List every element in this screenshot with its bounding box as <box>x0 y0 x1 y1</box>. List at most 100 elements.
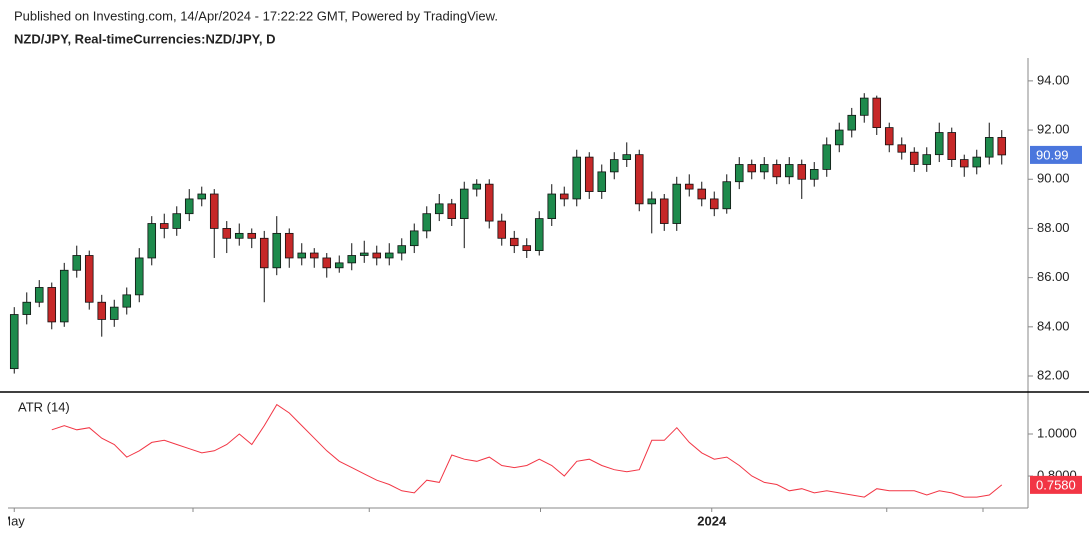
candle-body <box>597 171 607 192</box>
candle-body <box>984 137 994 158</box>
candle-body <box>147 223 157 259</box>
candle-body <box>297 252 307 259</box>
candle-body <box>734 164 744 183</box>
candle-body <box>509 237 519 247</box>
candle-body <box>722 181 732 210</box>
candle-body <box>822 144 832 170</box>
last-value-box <box>1030 145 1082 164</box>
indicator-title: ATR (14) <box>18 399 70 414</box>
y-tick-label: 86.00 <box>1037 269 1070 284</box>
candle-body <box>97 301 107 320</box>
candle-body <box>122 294 132 308</box>
candle-body <box>272 232 282 269</box>
candles <box>9 93 1007 374</box>
candle-body <box>197 193 207 200</box>
y-tick-label: 84.00 <box>1037 318 1070 333</box>
candle-body <box>459 188 469 220</box>
candle-body <box>247 232 257 239</box>
candle-body <box>484 183 494 222</box>
candle-body <box>222 228 232 239</box>
candle-body <box>697 188 707 200</box>
candle-body <box>884 127 894 146</box>
last-value-box <box>1030 475 1082 494</box>
candle-body <box>759 164 769 173</box>
candle-body <box>547 193 557 220</box>
candle-body <box>184 198 194 215</box>
candle-body <box>209 193 219 229</box>
candle-body <box>447 203 457 220</box>
candle-body <box>334 262 344 269</box>
candle-body <box>409 230 419 247</box>
header: Published on Investing.com, 14/Apr/2024 … <box>14 8 498 23</box>
candle-body <box>622 154 632 160</box>
candle-body <box>259 237 269 269</box>
candle-body <box>309 252 319 259</box>
y-tick-label: 88.00 <box>1037 220 1070 235</box>
candle-body <box>859 97 869 116</box>
y-tick-label: 92.00 <box>1037 122 1070 137</box>
candle-body <box>647 198 657 205</box>
left-mask <box>0 509 8 537</box>
candle-body <box>909 151 919 165</box>
candle-body <box>134 257 144 296</box>
x-tick-label: 2024 <box>697 513 727 528</box>
candle-body <box>59 269 69 323</box>
y-tick-label: 82.00 <box>1037 367 1070 382</box>
candle-body <box>997 137 1007 156</box>
candle-body <box>34 287 44 303</box>
candle-body <box>572 156 582 200</box>
candle-body <box>472 183 482 190</box>
candle-body <box>897 144 907 153</box>
last-value-label: 90.99 <box>1036 147 1069 162</box>
candle-body <box>84 255 94 303</box>
candle-body <box>772 164 782 178</box>
candle-body <box>634 154 644 205</box>
last-value-label: 0.7580 <box>1036 477 1076 492</box>
candle-body <box>372 252 382 259</box>
candle-body <box>534 218 544 251</box>
candle-body <box>559 193 569 200</box>
candle-body <box>109 306 119 320</box>
candle-body <box>359 252 369 256</box>
candle-body <box>9 314 19 370</box>
candle-body <box>784 164 794 178</box>
candle-body <box>384 252 394 259</box>
candle-body <box>422 213 432 232</box>
candle-body <box>522 245 532 251</box>
candle-body <box>284 232 294 259</box>
candle-body <box>234 232 244 239</box>
y-tick-label: 1.0000 <box>1037 425 1077 440</box>
candle-body <box>672 183 682 224</box>
candle-body <box>934 132 944 156</box>
candle-body <box>847 114 857 131</box>
candle-body <box>322 257 332 269</box>
candle-body <box>22 301 32 315</box>
chart-title: NZD/JPY, Real-timeCurrencies:NZD/JPY, D <box>14 31 276 46</box>
candle-body <box>584 156 594 192</box>
atr-line <box>51 403 1003 498</box>
y-tick-label: 94.00 <box>1037 72 1070 87</box>
candle-body <box>497 220 507 239</box>
candle-body <box>434 203 444 215</box>
candle-body <box>872 97 882 129</box>
candle-body <box>947 132 957 160</box>
candle-body <box>172 213 182 229</box>
candle-body <box>159 223 169 229</box>
candle-body <box>659 198 669 224</box>
candle-body <box>959 159 969 168</box>
candle-body <box>684 183 694 190</box>
candle-body <box>397 245 407 254</box>
candle-body <box>709 198 719 210</box>
y-tick-label: 90.00 <box>1037 171 1070 186</box>
candle-body <box>922 154 932 165</box>
candle-body <box>797 164 807 180</box>
candle-body <box>972 156 982 168</box>
candle-body <box>47 287 57 323</box>
candle-body <box>834 129 844 146</box>
candle-body <box>72 255 82 271</box>
candle-body <box>347 255 357 264</box>
candle-body <box>809 169 819 180</box>
candle-body <box>609 159 619 173</box>
